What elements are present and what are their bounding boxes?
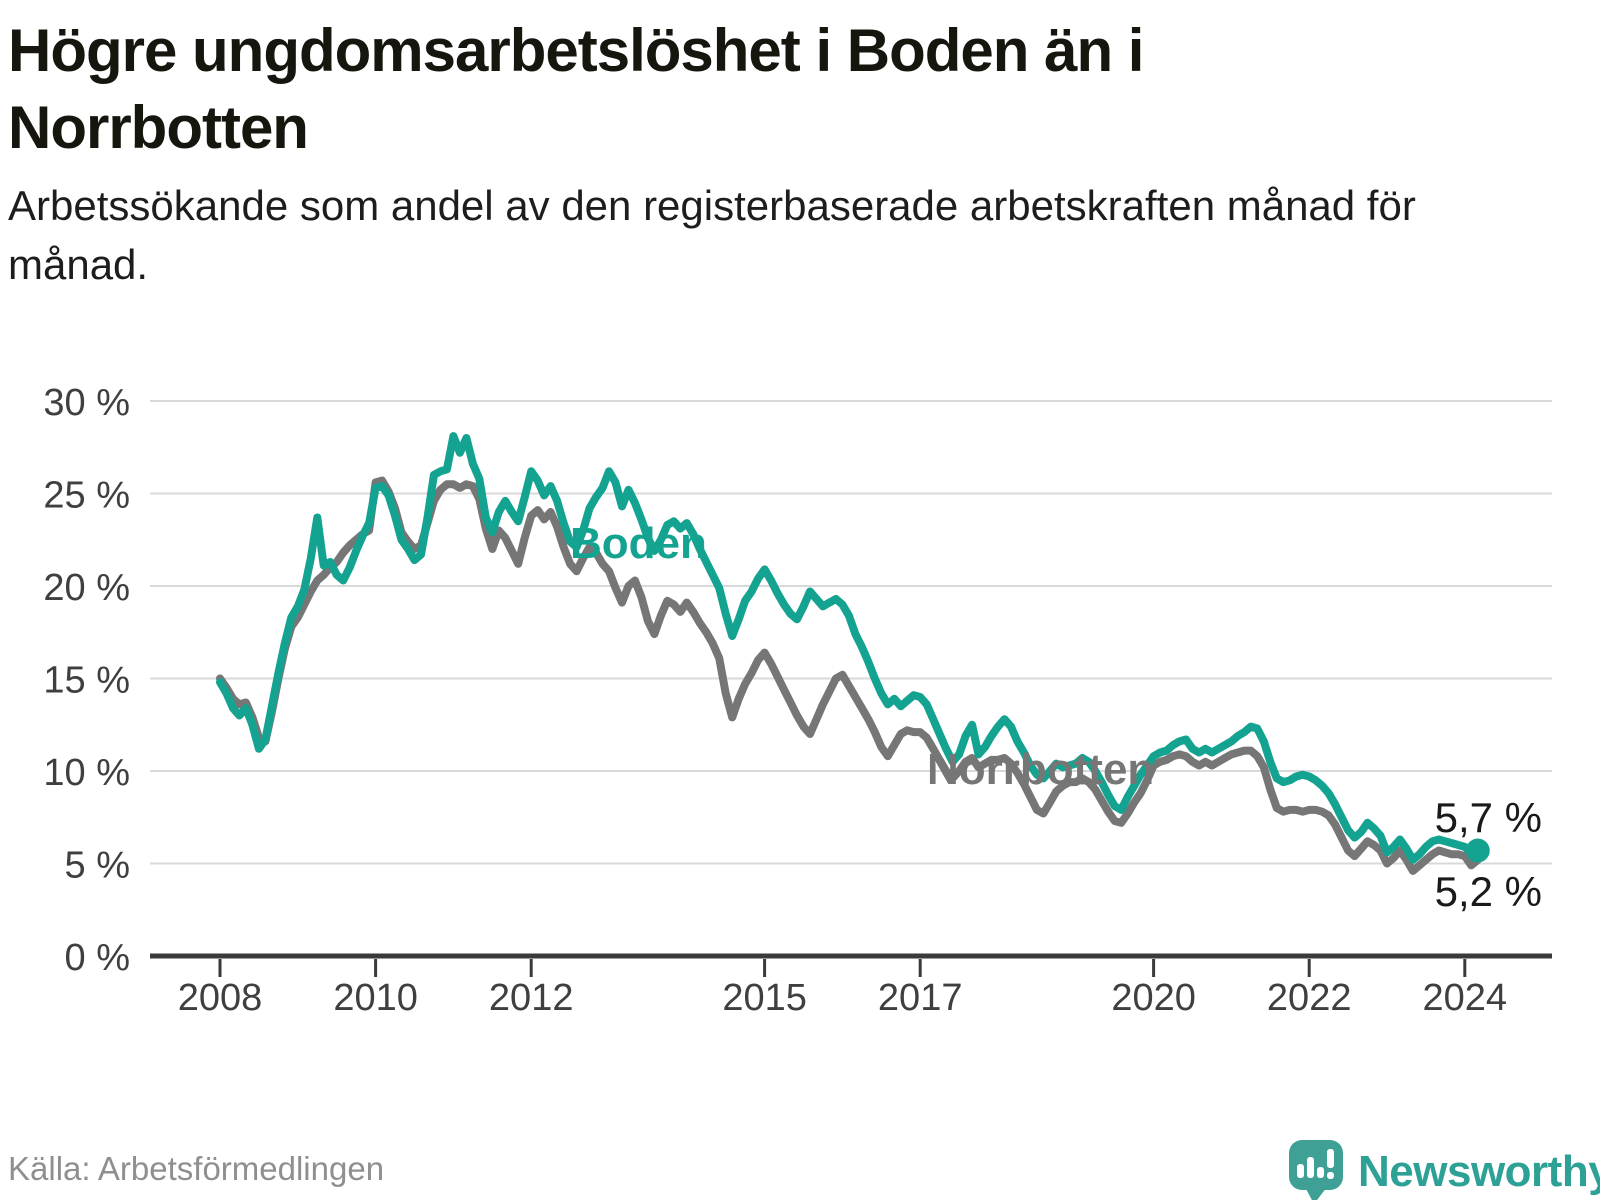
y-axis-label-0: 0 % xyxy=(65,937,130,979)
y-axis-labels-group: 0 % 5 % 10 % 15 % 20 % 25 % 30 % xyxy=(43,382,130,979)
x-axis-label-2012: 2012 xyxy=(489,977,574,1019)
y-axis-label-5: 5 % xyxy=(65,845,130,887)
newsworthy-logo-icon xyxy=(1289,1140,1343,1200)
source-note: Källa: Arbetsförmedlingen xyxy=(8,1150,385,1187)
series-end-dot-boden xyxy=(1465,838,1490,863)
series-line-norrbotten xyxy=(216,476,1482,875)
x-axis-label-2010: 2010 xyxy=(333,977,418,1019)
y-axis-label-20: 20 % xyxy=(43,567,130,609)
page-subtitle: Arbetssökande som andel av den registerb… xyxy=(8,182,1416,288)
page-title: Högre ungdomsarbetslöshet i Boden än i N… xyxy=(8,17,1144,161)
end-value-label-norrbotten: 5,2 % xyxy=(1434,868,1542,915)
x-axis-label-2015: 2015 xyxy=(722,977,807,1019)
y-axis-label-30: 30 % xyxy=(43,382,130,424)
series-line-boden xyxy=(216,432,1482,864)
series-label-norrbotten: Norrbotten xyxy=(927,745,1155,794)
x-axis-label-2024: 2024 xyxy=(1423,977,1508,1019)
y-axis-label-10: 10 % xyxy=(43,752,130,794)
x-axis-label-2017: 2017 xyxy=(878,977,963,1019)
x-axis-label-2008: 2008 xyxy=(178,977,263,1019)
x-axis-label-2022: 2022 xyxy=(1267,977,1352,1019)
series-label-boden: Boden xyxy=(570,519,707,568)
newsworthy-wordmark: Newsworthy xyxy=(1358,1147,1600,1196)
newsworthy-brand: Newsworthy xyxy=(1288,1139,1600,1200)
x-axis-labels-group: 2008 2010 2012 2015 2017 2020 2022 2024 xyxy=(178,977,1507,1019)
x-axis-group xyxy=(150,953,1552,977)
y-axis-label-15: 15 % xyxy=(43,660,130,702)
y-axis-label-25: 25 % xyxy=(43,475,130,517)
end-value-label-boden: 5,7 % xyxy=(1434,794,1542,841)
x-axis-label-2020: 2020 xyxy=(1111,977,1196,1019)
series-group xyxy=(216,432,1490,875)
